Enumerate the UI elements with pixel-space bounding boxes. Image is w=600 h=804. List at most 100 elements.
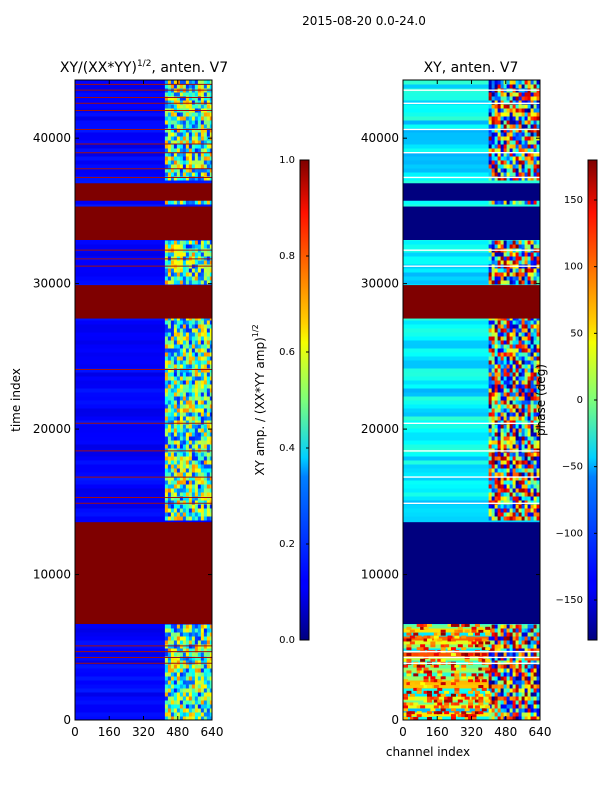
left-heatmap-cell	[185, 92, 190, 97]
left-heatmap-cell	[182, 84, 187, 89]
right-heatmap-cell	[527, 104, 532, 109]
right-empty-band	[403, 522, 540, 624]
left-heatmap-cell	[197, 100, 202, 105]
right-heatmap-cell	[521, 404, 526, 409]
left-heatmap-cell	[173, 412, 178, 417]
right-heatmap-cell	[503, 392, 508, 397]
right-heatmap-cell	[503, 644, 508, 649]
left-heatmap-cell	[179, 168, 184, 173]
right-heatmap-cell	[536, 272, 540, 277]
left-heatmap-cell	[206, 260, 211, 265]
left-heatmap-cell	[200, 252, 205, 257]
right-heatmap-cell	[437, 702, 443, 706]
right-heatmap-cell	[524, 96, 529, 101]
left-heatmap-cell	[197, 240, 202, 245]
right-heatmap-cell	[521, 348, 526, 353]
left-heatmap-cell	[182, 92, 187, 97]
right-heatmap-cell	[527, 392, 532, 397]
left-heatmap-cell	[173, 340, 178, 345]
left-heatmap-cell	[209, 112, 212, 117]
right-heatmap-cell	[447, 635, 453, 639]
right-y-tick-label: 20000	[361, 422, 399, 436]
right-heatmap-cell	[515, 492, 520, 497]
left-heatmap-cell	[170, 252, 175, 257]
left-heatmap-cell	[209, 484, 212, 489]
left-heatmap-cell	[176, 140, 181, 145]
right-heatmap-cell	[515, 676, 520, 681]
right-heatmap-row	[403, 268, 540, 273]
left-heatmap-cell	[194, 352, 199, 357]
left-heatmap-cell	[197, 640, 202, 645]
left-heatmap-cell	[203, 336, 208, 341]
left-heatmap-cell	[170, 692, 175, 697]
left-heatmap-cell	[182, 492, 187, 497]
left-heatmap-cell	[185, 200, 190, 205]
right-heatmap-cell	[515, 328, 520, 333]
right-heatmap-cell	[491, 256, 496, 261]
right-heatmap-cell	[527, 140, 532, 145]
right-heatmap-cell	[521, 460, 526, 465]
right-heatmap-cell	[491, 380, 496, 385]
left-heatmap-cell	[206, 392, 211, 397]
right-heatmap-cell	[518, 100, 523, 105]
left-heatmap-cell	[191, 376, 196, 381]
left-heatmap-cell	[209, 132, 212, 137]
right-heatmap-cell	[506, 356, 511, 361]
left-heatmap-cell	[182, 476, 187, 481]
right-heatmap-cell	[518, 368, 523, 373]
left-heatmap-cell	[182, 692, 187, 697]
left-heatmap-cell	[185, 492, 190, 497]
right-heatmap-cell	[527, 408, 532, 413]
right-heatmap-cell	[527, 268, 532, 273]
right-heatmap-cell	[512, 664, 517, 669]
left-heatmap-cell	[197, 136, 202, 141]
left-heatmap-cell	[182, 384, 187, 389]
right-heatmap-cell	[509, 640, 514, 645]
right-heatmap-cell	[497, 636, 502, 641]
right-heatmap-cell	[536, 456, 540, 461]
right-heatmap-cell	[488, 128, 493, 133]
right-heatmap-cell	[461, 711, 467, 715]
right-heatmap-cell	[515, 464, 520, 469]
right-heatmap-cell	[481, 638, 487, 642]
right-heatmap-cell	[503, 436, 508, 441]
left-heatmap-cell	[194, 624, 199, 629]
left-heatmap-cell	[203, 172, 208, 177]
left-heatmap-cell	[173, 488, 178, 493]
right-heatmap-row	[403, 132, 540, 137]
right-heatmap-cell	[423, 667, 429, 671]
right-heatmap-cell	[536, 100, 540, 105]
left-heatmap-cell	[164, 492, 169, 497]
right-heatmap-cell	[530, 444, 535, 449]
right-heatmap-cell	[503, 652, 508, 657]
left-heatmap-cell	[209, 396, 212, 401]
right-heatmap-row	[403, 160, 540, 165]
left-heatmap-cell	[185, 700, 190, 705]
right-heatmap-cell	[530, 384, 535, 389]
left-heatmap-cell	[194, 516, 199, 521]
right-heatmap-cell	[521, 464, 526, 469]
left-heatmap-cell	[206, 352, 211, 357]
left-heatmap-cell	[200, 412, 205, 417]
right-heatmap-cell	[533, 504, 538, 509]
left-heatmap-cell	[188, 648, 193, 653]
right-heatmap-cell	[515, 336, 520, 341]
left-heatmap-cell	[188, 404, 193, 409]
right-heatmap-cell	[515, 488, 520, 493]
right-heatmap-cell	[440, 629, 446, 633]
left-heatmap-cell	[209, 404, 212, 409]
right-heatmap-cell	[494, 400, 499, 405]
left-heatmap-cell	[188, 504, 193, 509]
right-heatmap-cell	[518, 480, 523, 485]
right-heatmap-cell	[530, 504, 535, 509]
right-heatmap-cell	[512, 656, 517, 661]
right-heatmap-cell	[512, 432, 517, 437]
right-heatmap-cell	[533, 100, 538, 105]
right-heatmap-cell	[497, 400, 502, 405]
right-heatmap-cell	[512, 156, 517, 161]
right-heatmap-cell	[533, 168, 538, 173]
left-heatmap-cell	[185, 80, 190, 85]
right-heatmap-cell	[524, 140, 529, 145]
right-heatmap-cell	[527, 484, 532, 489]
left-heatmap-cell	[197, 256, 202, 261]
